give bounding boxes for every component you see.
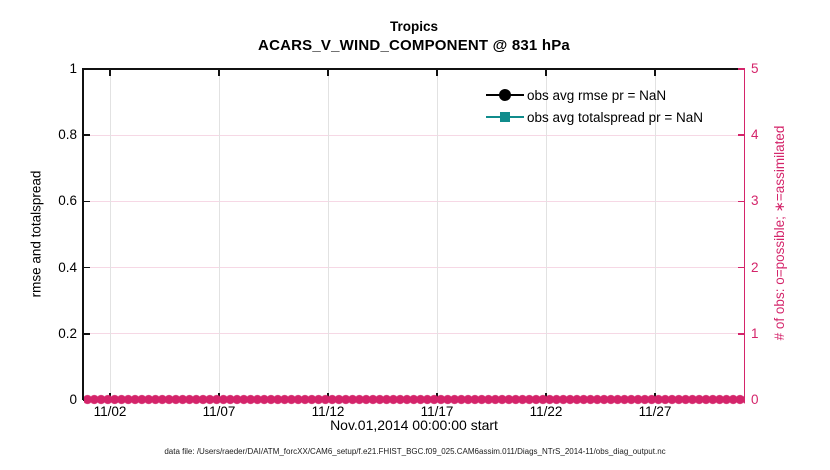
x-tick-mark-top <box>545 69 547 76</box>
y-tick-label-left: 1 <box>69 61 77 76</box>
y-tick-label-right: 0 <box>751 392 759 407</box>
x-tick-mark-top <box>436 69 438 76</box>
x-tick-mark-top <box>218 69 220 76</box>
y-tick-mark-left <box>83 200 90 203</box>
y-tick-mark-left <box>83 134 90 136</box>
y-tick-mark-left <box>83 266 90 269</box>
legend-entry-rmse: obs avg rmse pr = NaN <box>486 84 703 106</box>
y-tick-label-left: 0 <box>69 392 77 407</box>
rmse-line-swatch <box>486 84 524 106</box>
x-axis-top-spine <box>82 68 745 70</box>
v-gridline <box>219 69 220 400</box>
v-gridline <box>110 69 111 400</box>
legend: obs avg rmse pr = NaN obs avg totalsprea… <box>486 84 703 128</box>
x-tick-mark-top <box>327 69 329 76</box>
title-block: Tropics ACARS_V_WIND_COMPONENT @ 831 hPa <box>83 18 745 56</box>
h-gridline <box>83 134 745 136</box>
y-tick-label-left: 0.8 <box>58 127 77 143</box>
y-tick-label-left: 0.2 <box>58 325 77 341</box>
legend-entry-totalspread: obs avg totalspread pr = NaN <box>486 106 703 128</box>
legend-label-rmse: obs avg rmse pr = NaN <box>527 87 667 103</box>
chart-title: Tropics <box>389 19 438 34</box>
chart-subtitle: ACARS_V_WIND_COMPONENT @ 831 hPa <box>258 37 570 54</box>
x-axis-label: Nov.01,2014 00:00:00 start <box>330 417 498 433</box>
y-tick-mark-left <box>83 333 90 335</box>
legend-label-totalspread: obs avg totalspread pr = NaN <box>527 109 703 125</box>
data-file-annotation: data file: /Users/raeder/DAI/ATM_forcXX/… <box>164 447 666 456</box>
v-gridline <box>437 69 438 400</box>
y-axis-right-label: # of obs: o=possible; ∗=assimilated <box>772 125 787 341</box>
y-axis-right-spine <box>743 68 746 400</box>
y-tick-label-right: 5 <box>751 61 759 76</box>
h-gridline <box>83 200 745 202</box>
h-gridline <box>83 267 745 269</box>
y-axis-left-spine <box>82 68 84 400</box>
h-gridline <box>83 333 745 335</box>
x-tick-mark-top <box>654 69 656 76</box>
filled-circle-icon <box>499 89 511 101</box>
totalspread-line-swatch <box>486 106 524 128</box>
filled-square-icon <box>500 112 510 122</box>
y-axis-left-label: rmse and totalspread <box>28 170 44 298</box>
v-gridline <box>328 69 329 400</box>
x-tick-mark-top <box>109 69 111 76</box>
obs-count-marker-band <box>84 394 745 405</box>
